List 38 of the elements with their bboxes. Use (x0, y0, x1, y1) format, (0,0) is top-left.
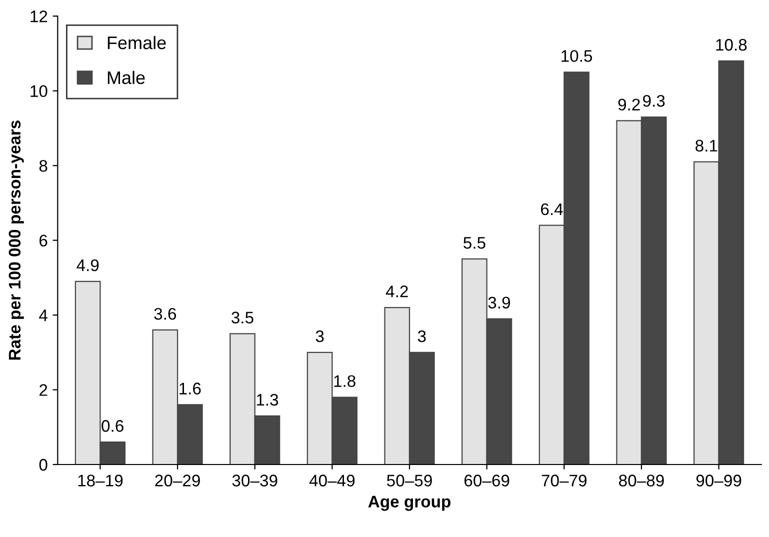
x-tick-label: 50–59 (386, 474, 432, 486)
x-tick-label: 40–49 (309, 474, 355, 486)
data-label: 10.8 (716, 38, 747, 51)
data-label: 4.9 (76, 259, 99, 272)
legend-label: Female (108, 36, 166, 50)
y-tick-label: 0 (39, 458, 48, 471)
x-tick-label: 90–99 (696, 474, 742, 486)
data-label: 1.8 (334, 375, 356, 388)
x-tick-label: 80–89 (619, 474, 664, 486)
legend-label: Male (108, 70, 145, 84)
x-tick-label: 30–39 (232, 474, 278, 486)
data-label: 9.3 (643, 94, 665, 107)
y-tick-label: 10 (30, 85, 48, 98)
data-label: 9.2 (618, 98, 640, 110)
y-tick-label: 6 (40, 234, 48, 247)
data-label: 0.6 (102, 420, 124, 432)
data-label: 1.6 (180, 382, 201, 394)
data-label: 6.4 (541, 203, 563, 216)
y-tick-label: 8 (39, 160, 48, 172)
data-label: 3 (418, 330, 426, 342)
x-tick-label: 60–69 (464, 474, 510, 486)
y-tick-label: 4 (39, 310, 48, 322)
data-label: 3.5 (232, 312, 254, 324)
y-tick-label: 2 (40, 384, 48, 396)
y-tick-label: 12 (30, 10, 48, 22)
data-label: 3.6 (154, 308, 176, 320)
data-label: 3 (316, 330, 324, 342)
data-label: 5.5 (464, 237, 486, 249)
x-tick-label: 20–29 (155, 474, 200, 486)
x-tick-label: 70–79 (542, 474, 587, 486)
data-label: 3.9 (488, 296, 510, 309)
y-axis-title: Rate per 100 000 person-years (8, 120, 24, 360)
data-label: 1.3 (256, 394, 278, 406)
data-label: 4.2 (386, 286, 408, 298)
data-label: 10.5 (562, 50, 592, 62)
data-label: 8.1 (696, 140, 718, 152)
x-axis-title: Age group (368, 496, 450, 511)
x-tick-label: 18–19 (78, 474, 123, 486)
